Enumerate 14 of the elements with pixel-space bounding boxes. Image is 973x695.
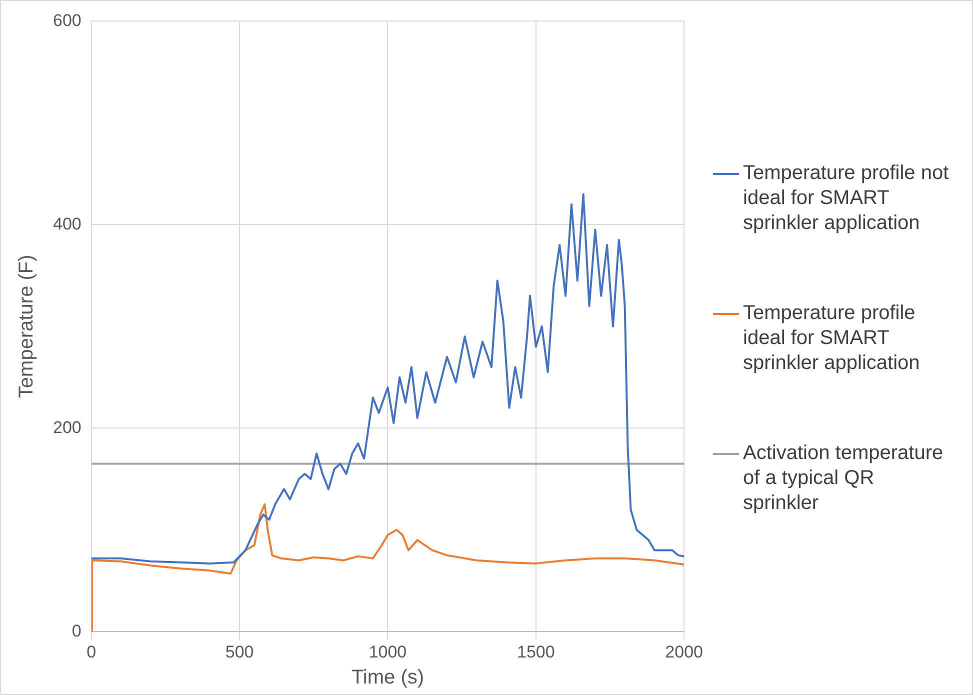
y-tick-label: 400: [52, 214, 82, 234]
x-tick-label: 1000: [368, 642, 407, 662]
x-tick-label: 500: [225, 642, 254, 662]
legend-label: Temperature profile ideal for SMART sprinkler application: [743, 301, 921, 376]
x-axis-title: Time (s): [351, 666, 424, 689]
y-tick-label: 600: [52, 10, 82, 30]
x-tick-label: 2000: [665, 642, 704, 662]
x-tick-label: 0: [86, 642, 96, 662]
legend-label: Temperature profile not ideal for SMART sprinkler application: [743, 161, 950, 236]
legend-label: Activation temperature of a typical QR sprinkler: [743, 441, 944, 516]
x-tick-label: 1500: [516, 642, 555, 662]
y-tick-label: 0: [72, 621, 82, 640]
y-axis-title: Temperature (F): [16, 254, 38, 398]
y-tick-label: 200: [52, 418, 82, 437]
